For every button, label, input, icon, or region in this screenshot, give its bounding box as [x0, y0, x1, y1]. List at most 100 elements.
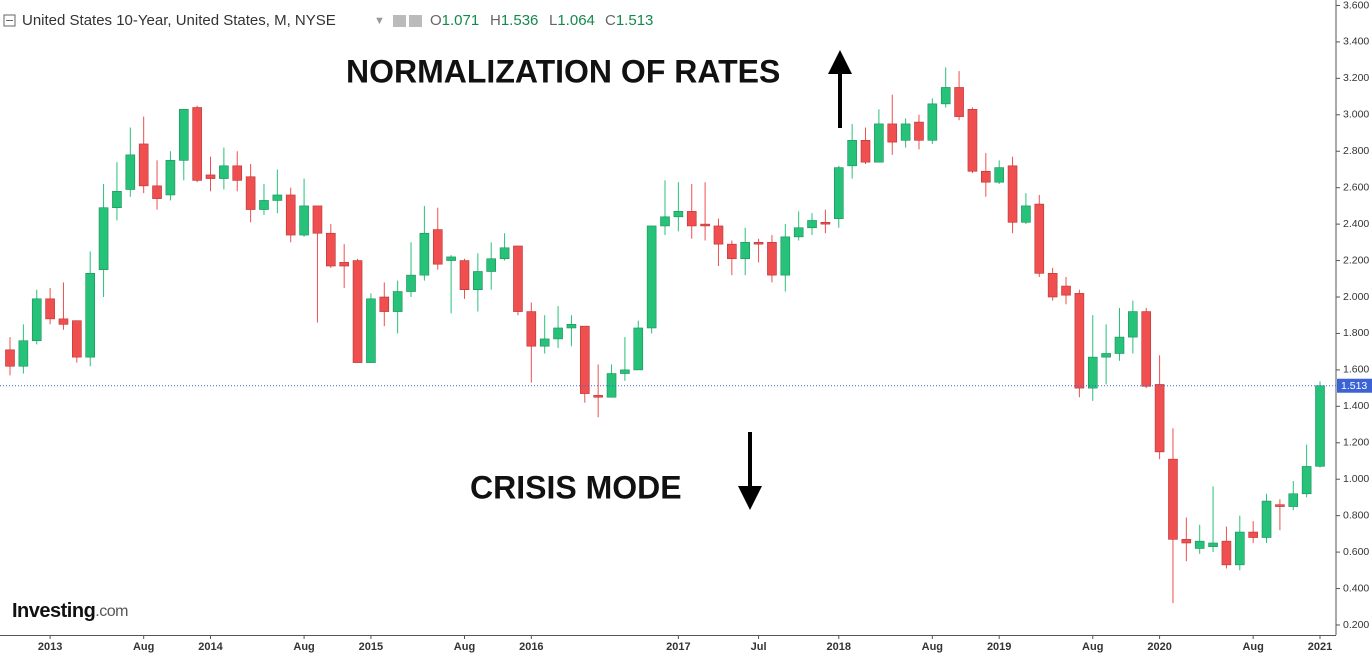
candle-body — [178, 109, 189, 161]
candle-body — [673, 211, 684, 218]
candle-body — [31, 298, 42, 342]
candle-body — [1074, 293, 1085, 389]
candle-body — [152, 185, 162, 199]
x-tick-label: Aug — [454, 641, 475, 653]
x-tick-label: 2017 — [666, 641, 690, 653]
candle-body — [633, 327, 644, 371]
candle-body — [419, 232, 430, 276]
candle-body — [1248, 531, 1258, 538]
candle-body — [1275, 504, 1285, 507]
candle-body — [566, 324, 577, 329]
candle-body — [833, 167, 844, 219]
candle-body — [780, 236, 791, 276]
y-tick-label: 3.400 — [1343, 36, 1369, 48]
value: 1.536 — [500, 12, 539, 29]
candle-body — [940, 87, 951, 105]
x-tick-label: 2018 — [827, 641, 851, 653]
candle-body — [1221, 540, 1232, 566]
candle-body — [981, 170, 991, 183]
x-tick-label: Aug — [133, 641, 154, 653]
candle-body — [1061, 285, 1071, 296]
candle-body — [753, 242, 764, 245]
candle-body — [967, 109, 978, 172]
candle-body — [165, 160, 176, 196]
y-tick-label: 2.000 — [1343, 291, 1369, 303]
candle-body — [1208, 542, 1218, 547]
candle-body — [499, 247, 510, 260]
price-tag-label: 1.513 — [1341, 380, 1367, 392]
source-icon[interactable] — [409, 15, 422, 27]
price-tag — [1337, 378, 1372, 393]
candle-body — [1087, 356, 1098, 389]
candle-body — [767, 242, 777, 276]
candle-body — [1181, 539, 1192, 544]
logo-name: Investing — [12, 600, 95, 622]
candle-body — [713, 225, 724, 245]
candle-body — [1261, 500, 1272, 538]
candle-body — [793, 227, 804, 238]
y-tick-label: 1.600 — [1343, 364, 1369, 376]
candle-body — [1101, 353, 1111, 358]
candle-body — [138, 143, 149, 187]
arrow-up-head — [828, 50, 852, 74]
candle-body — [259, 200, 269, 210]
candle-body — [392, 291, 403, 312]
dropdown-caret[interactable]: ▼ — [374, 15, 385, 27]
x-tick-label: 2019 — [987, 641, 1011, 653]
y-tick-label: 1.200 — [1343, 437, 1369, 449]
candle-body — [660, 216, 670, 227]
candle-body — [526, 311, 537, 347]
candle-body — [272, 194, 283, 201]
header-title: United States 10-Year, United States, M,… — [22, 12, 336, 29]
candle-body — [406, 274, 416, 292]
candle-body — [513, 245, 523, 312]
x-tick-label: 2014 — [198, 641, 223, 653]
candle-body — [994, 167, 1004, 183]
x-tick-label: Aug — [293, 641, 314, 653]
candle-body — [192, 107, 202, 181]
candle-body — [366, 298, 376, 363]
x-tick-label: Aug — [922, 641, 943, 653]
prefix: H — [490, 12, 501, 29]
x-tick-label: Jul — [751, 641, 767, 653]
candle-body — [539, 338, 550, 347]
y-tick-label: 0.200 — [1343, 619, 1369, 631]
y-tick-label: 1.400 — [1343, 400, 1369, 412]
candle-body — [379, 296, 390, 312]
x-tick-label: 2021 — [1308, 641, 1332, 653]
candle-body — [553, 327, 563, 340]
y-tick-label: 0.400 — [1343, 582, 1369, 594]
candle-body — [339, 262, 349, 267]
candle-body — [954, 87, 964, 117]
candle-body — [1021, 205, 1031, 223]
candle-body — [312, 205, 323, 234]
value: 1.064 — [557, 12, 595, 29]
settings-icon[interactable] — [393, 15, 406, 27]
candle-body — [85, 273, 96, 358]
candle-body — [740, 242, 751, 260]
ohlc-high: H1.536 — [490, 12, 538, 29]
candle-body — [58, 318, 69, 325]
candle-body — [593, 395, 603, 398]
candle-body — [1194, 540, 1205, 549]
candle-body — [620, 369, 630, 374]
collapse-icon[interactable] — [3, 14, 16, 27]
candle-body — [874, 123, 884, 163]
y-tick-label: 2.800 — [1343, 145, 1369, 157]
ohlc-open: O1.071 — [430, 12, 479, 29]
candle-body — [245, 176, 256, 210]
candle-body — [112, 191, 122, 209]
candle-body — [459, 260, 470, 291]
candle-body — [1047, 273, 1058, 298]
y-tick-label: 1.800 — [1343, 327, 1369, 339]
candle-body — [900, 123, 911, 141]
candle-body — [927, 103, 938, 141]
candle-body — [1154, 384, 1165, 453]
candle-body — [1288, 493, 1299, 507]
candle-body — [727, 243, 737, 260]
candle-body — [646, 225, 657, 329]
annotation: NORMALIZATION OF RATES — [346, 53, 780, 89]
candle-body — [847, 140, 857, 167]
